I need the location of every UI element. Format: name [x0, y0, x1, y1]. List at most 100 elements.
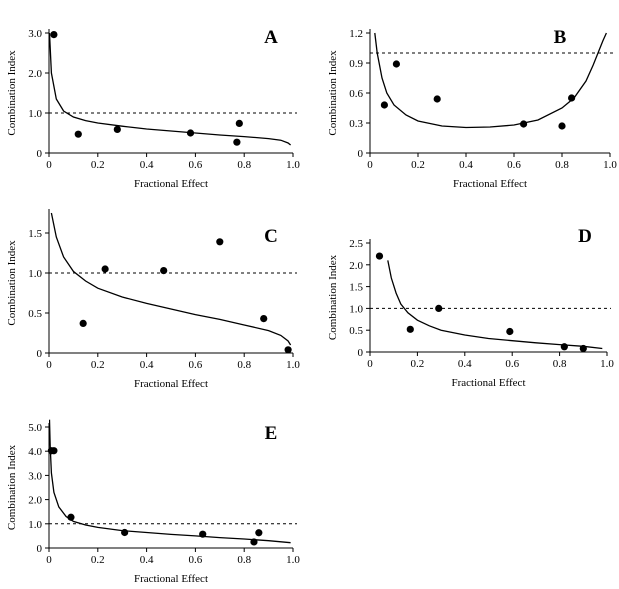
panel-a-y-tick-label: 2.0: [28, 68, 42, 80]
panel-d-y-tick-label: 0.5: [349, 325, 363, 337]
panel-b-data-point: [433, 95, 441, 103]
panel-c-x-tick-label: 0.2: [91, 359, 105, 371]
panel-b-x-tick-label: 1.0: [603, 159, 617, 171]
panel-b: 0 0.2 0.4 0.6 0.8 1.0 0 0.3 0.6 0.9 1.2 Fractional …: [327, 27, 617, 190]
panel-b-data-point: [568, 94, 576, 102]
panel-c-data-point: [216, 238, 224, 246]
panel-c-x-axis-label: Fractional Effect: [134, 378, 208, 390]
panel-b-fit-curve: [374, 32, 607, 129]
panel-d-y-tick-label: 2.5: [349, 238, 363, 250]
panel-d-data-point: [506, 327, 514, 336]
panel-a-data-point: [50, 30, 58, 39]
panel-e-data-point: [121, 528, 129, 537]
panel-b-y-tick-label: 0: [358, 148, 364, 160]
panel-e-label: E: [265, 423, 278, 444]
panel-a-fit-curve: [49, 32, 292, 146]
panel-b-x-tick-label: 0.2: [411, 159, 425, 171]
panel-d-data-point: [435, 304, 443, 312]
panel-b-y-tick-label: 1.2: [349, 28, 363, 40]
panel-a-x-axis-label: Fractional Effect: [134, 178, 208, 190]
panel-c-x-tick-label: 0.6: [189, 359, 203, 371]
panel-b-data-point: [558, 122, 566, 130]
panel-b-y-tick-label: 0.3: [349, 118, 363, 130]
panel-e-x-tick-label: 0.6: [189, 554, 203, 566]
panel-c-y-tick-label: 0: [37, 348, 43, 360]
panel-c-y-tick-label: 1.5: [28, 228, 42, 240]
panel-e-x-tick-label: 0: [46, 554, 52, 566]
panel-b-x-axis-label: Fractional Effect: [453, 178, 527, 190]
panel-c-data-point: [160, 267, 168, 275]
panel-d-x-tick-label: 1.0: [600, 358, 614, 370]
panel-e-data-point: [250, 538, 258, 546]
panel-c-y-axis-label: Combination Index: [6, 240, 18, 326]
panel-b-y-axis-label: Combination Index: [327, 50, 339, 136]
panel-e-x-axis-label: Fractional Effect: [134, 573, 208, 585]
panel-a-y-axis-label: Combination Index: [6, 50, 18, 136]
panel-a-data-point: [233, 138, 241, 146]
panel-d-fit-curve: [387, 260, 603, 350]
panel-d-x-tick-label: 0.8: [553, 358, 567, 370]
panel-b-x-tick-label: 0: [367, 159, 373, 171]
panel-c-label: C: [264, 226, 278, 247]
panel-d-label: D: [578, 226, 592, 247]
panel-a-y-tick-label: 0: [37, 148, 43, 160]
panel-b-x-tick-label: 0.6: [507, 159, 521, 171]
panel-a-x-tick-label: 0: [46, 159, 52, 171]
panel-e-y-tick-label: 5.0: [28, 422, 42, 434]
panel-c-x-tick-label: 0: [46, 359, 52, 371]
panel-d-y-tick-label: 2.0: [349, 260, 363, 272]
panel-c-x-tick-label: 0.4: [140, 359, 154, 371]
panel-a-label: A: [264, 27, 278, 48]
panel-d-data-point: [406, 325, 414, 333]
panel-b-x-tick-label: 0.8: [555, 159, 569, 171]
panel-a-x-tick-label: 0.2: [91, 159, 105, 171]
panel-d-y-tick-label: 1.5: [349, 282, 363, 294]
panel-c: 0 0.2 0.4 0.6 0.8 1.0 0 0.5 1.0 1.5 Fractional Eff…: [6, 209, 300, 390]
panel-c-x-tick-label: 1.0: [286, 359, 300, 371]
panel-d-x-tick-label: 0.2: [411, 358, 425, 370]
panel-d-y-tick-label: 0: [358, 347, 364, 359]
panel-d-y-axis-label: Combination Index: [327, 254, 339, 340]
panel-e-data-point: [255, 529, 263, 537]
panel-a: 0 0.2 0.4 0.6 0.8 1.0 0 1.0 2.0 3.0 Fractional Eff…: [6, 27, 300, 190]
panel-a-data-point: [235, 119, 243, 127]
panel-e-x-tick-label: 1.0: [286, 554, 300, 566]
panel-e-fit-curve: [49, 419, 291, 544]
panel-d-data-point: [375, 252, 384, 260]
panel-e-data-point: [199, 530, 207, 538]
panel-d-y-tick-label: 1.0: [349, 303, 363, 315]
panel-d: 0 0.2 0.4 0.6 0.8 1.0 0 0.5 1.0 1.5 2.0 2.5 Fraction…: [327, 226, 614, 389]
panel-a-data-point: [74, 130, 82, 138]
panel-b-label: B: [554, 27, 567, 48]
panel-e-data-point: [50, 447, 58, 455]
panel-d-data-point: [560, 343, 568, 351]
panel-a-x-tick-label: 0.8: [237, 159, 251, 171]
panel-c-x-tick-label: 0.8: [237, 359, 251, 371]
panel-e-x-tick-label: 0.2: [91, 554, 105, 566]
panel-e-y-tick-label: 0: [37, 543, 43, 555]
panel-a-x-tick-label: 0.6: [189, 159, 203, 171]
panel-e-x-tick-label: 0.8: [237, 554, 251, 566]
panel-b-data-point: [520, 120, 528, 128]
panel-c-data-point: [260, 315, 268, 323]
panel-c-data-point: [284, 346, 292, 354]
panel-a-data-point: [113, 125, 121, 133]
panel-e-data-point: [67, 513, 75, 521]
panel-a-y-tick-label: 1.0: [28, 108, 42, 120]
panel-c-data-point: [79, 319, 87, 327]
panel-a-data-point: [186, 129, 195, 137]
panel-c-fit-curve: [50, 212, 292, 346]
panel-c-y-tick-label: 1.0: [28, 268, 42, 280]
panel-b-y-tick-label: 0.9: [349, 58, 363, 70]
panel-e-y-tick-label: 4.0: [28, 446, 42, 458]
panel-d-x-axis-label: Fractional Effect: [451, 377, 525, 389]
panel-e-y-tick-label: 3.0: [28, 470, 42, 482]
panel-b-y-tick-label: 0.6: [349, 88, 363, 100]
panel-d-x-tick-label: 0: [367, 358, 373, 370]
panel-c-y-tick-label: 0.5: [28, 308, 42, 320]
panel-a-x-tick-label: 1.0: [286, 159, 300, 171]
panel-d-x-tick-label: 0.6: [505, 358, 519, 370]
panel-b-x-tick-label: 0.4: [459, 159, 473, 171]
panel-d-data-point: [579, 344, 587, 353]
